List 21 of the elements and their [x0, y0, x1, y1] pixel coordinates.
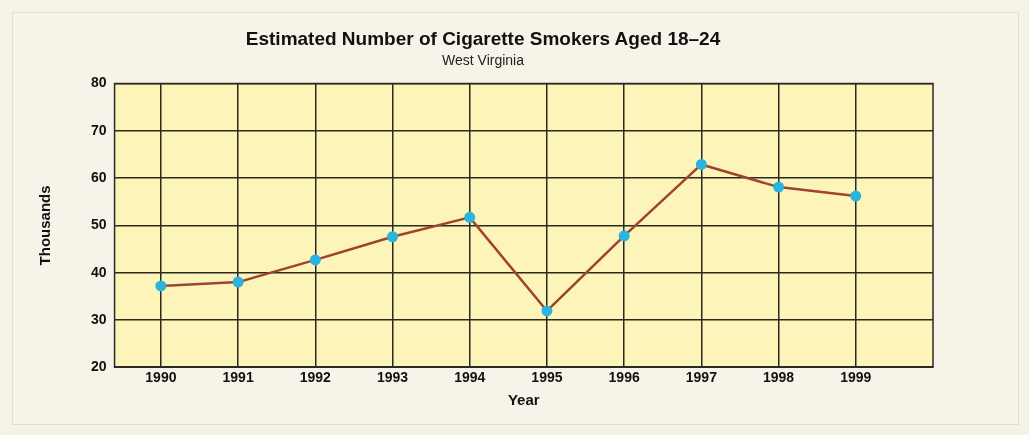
- y-tick-label: 30: [90, 310, 107, 327]
- y-tick-label: 70: [90, 121, 107, 138]
- x-tick-label: 1994: [454, 369, 486, 386]
- x-axis-title: Year: [507, 391, 540, 409]
- x-tick-label: 1993: [376, 369, 409, 386]
- x-tick-label: 1991: [222, 369, 254, 386]
- y-tick-label: 60: [90, 168, 107, 185]
- x-tick-label: 1996: [608, 369, 640, 386]
- x-tick-label: 1990: [145, 369, 177, 386]
- y-tick-label: 20: [90, 358, 107, 375]
- x-tick-label: 1999: [840, 369, 872, 386]
- chart-subtitle: West Virginia: [442, 52, 525, 69]
- y-tick-label: 50: [90, 216, 107, 233]
- y-tick-label: 40: [90, 263, 107, 280]
- y-tick-label: 80: [90, 74, 107, 91]
- x-tick-label: 1998: [763, 369, 795, 386]
- x-tick-label: 1992: [299, 369, 332, 386]
- chart-title: Estimated Number of Cigarette Smokers Aged 18–24: [245, 27, 721, 49]
- y-axis-title: Thousands: [36, 185, 54, 266]
- x-tick-label: 1995: [531, 369, 563, 386]
- x-tick-label: 1997: [685, 369, 718, 386]
